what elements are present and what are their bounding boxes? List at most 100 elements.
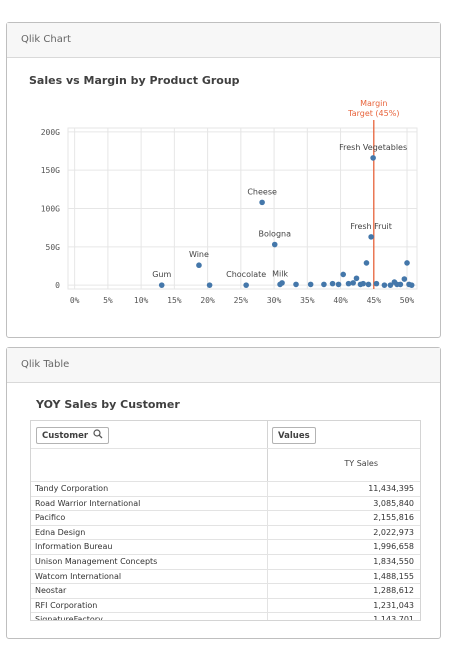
header-line (31, 448, 420, 449)
point (329, 280, 336, 287)
column-divider (267, 555, 268, 569)
table: Customer Values TY Sales Tandy Corporati… (30, 420, 421, 621)
column-divider (267, 569, 268, 584)
point (259, 199, 265, 206)
value-cell: 2,022,973 (373, 527, 414, 537)
x-tick-label: 35% (300, 296, 315, 305)
measure-button[interactable]: Values (272, 427, 316, 444)
point (345, 280, 352, 287)
value-cell: 1,288,612 (373, 586, 414, 596)
point (353, 275, 360, 282)
point (397, 281, 404, 288)
column-divider (267, 511, 268, 525)
table-row: Pacifico 2,155,816 (31, 510, 420, 525)
column-divider (267, 598, 268, 613)
y-tick-label: 100G (41, 205, 60, 214)
table-row: SignatureFactory 1,143,701 (31, 612, 420, 621)
customer-cell: Tandy Corporation (35, 484, 109, 493)
point-label: Chocolate (226, 270, 266, 279)
column-divider (267, 613, 268, 620)
x-tick-label: 20% (200, 296, 215, 305)
value-cell: 1,834,550 (373, 557, 414, 566)
table-row: Watcom International 1,488,155 (31, 568, 420, 584)
point (381, 282, 388, 288)
chart-title: Sales vs Margin by Product Group (29, 74, 240, 87)
point-label: Wine (189, 250, 209, 259)
table-title: YOY Sales by Customer (36, 398, 180, 411)
table-panel: Qlik Table YOY Sales by Customer Custome… (6, 347, 441, 639)
point-label: Fresh Fruit (350, 222, 392, 231)
customer-cell: Pacifico (35, 513, 66, 523)
column-divider (267, 540, 268, 554)
point (243, 282, 249, 288)
x-tick-label: 30% (267, 296, 282, 305)
customer-cell: Information Bureau (35, 542, 113, 552)
point (404, 260, 410, 266)
customer-cell: Road Warrior International (35, 498, 141, 508)
table-row: Tandy Corporation 11,434,395 (31, 481, 420, 496)
table-row: Unison Management Concepts 1,834,550 (31, 554, 420, 569)
search-icon (93, 429, 103, 439)
point (279, 280, 285, 286)
table-row: Road Warrior International 3,085,840 (31, 495, 420, 511)
column-divider (267, 584, 268, 598)
customer-cell: Neostar (35, 586, 67, 596)
button-label: Customer (42, 431, 89, 441)
point (373, 280, 380, 287)
table-row: RFI Corporation 1,231,043 (31, 597, 420, 613)
point (206, 282, 213, 288)
point (387, 282, 394, 288)
point (360, 280, 366, 287)
column-divider (267, 496, 268, 511)
value-cell: 1,231,043 (373, 600, 414, 610)
value-cell: 2,155,816 (373, 513, 414, 523)
point (340, 271, 347, 278)
column-header: TY Sales (344, 459, 378, 468)
point (350, 280, 356, 286)
reference-label: Target (45%) (347, 109, 399, 118)
table-row: Information Bureau 1,996,658 (31, 539, 420, 554)
reference-label: Margin (360, 99, 387, 108)
point (293, 281, 299, 288)
point (368, 234, 374, 240)
point (158, 282, 165, 288)
point (196, 262, 202, 269)
y-tick-label: 50G (46, 243, 61, 252)
x-tick-label: 50% (400, 296, 415, 305)
y-tick-label: 200G (41, 128, 60, 137)
x-tick-label: 45% (367, 296, 382, 305)
x-tick-label: 40% (333, 296, 348, 305)
point (408, 282, 415, 288)
customer-cell: Watcom International (35, 571, 122, 581)
point-label: Gum (152, 270, 171, 279)
y-tick-label: 150G (41, 166, 60, 175)
point (370, 155, 376, 161)
customer-cell: Unison Management Concepts (35, 557, 158, 566)
point-label: Milk (272, 269, 288, 278)
value-cell: 1,488,155 (373, 571, 414, 581)
value-cell: 1,143,701 (373, 615, 414, 621)
point (271, 241, 278, 248)
panel-header: Qlik Chart (7, 23, 440, 58)
customer-cell: RFI Corporation (35, 600, 98, 610)
point-label: Fresh Vegetables (339, 143, 407, 152)
point (307, 281, 314, 288)
table-row: Neostar 1,288,612 (31, 583, 420, 598)
customer-cell: Edna Design (35, 527, 86, 537)
point-label: Bologna (258, 230, 291, 239)
value-cell: 3,085,840 (373, 498, 414, 508)
dimension-button[interactable]: Customer (36, 427, 110, 444)
column-divider (267, 482, 268, 496)
x-tick-label: 25% (234, 296, 249, 305)
value-cell: 1,996,658 (373, 542, 414, 552)
table-row: Edna Design 2,022,973 (31, 524, 420, 540)
y-tick-label: 0 (55, 281, 60, 290)
point (321, 281, 327, 288)
x-tick-label: 10% (134, 296, 149, 305)
point (365, 281, 372, 288)
x-tick-label: 5% (103, 296, 113, 305)
point (401, 276, 408, 282)
customer-cell: SignatureFactory (35, 615, 103, 621)
x-tick-label: 0% (70, 296, 80, 305)
